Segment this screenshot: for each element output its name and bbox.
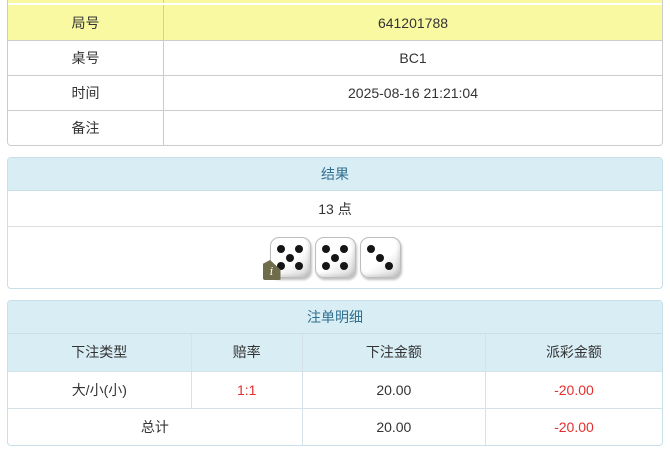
round-number-row: 局号 641201788 [8,5,662,40]
bet-details-table: 下注类型 赔率 下注金额 派彩金额 大/小(小) 1:1 20.00 -20.0… [8,334,662,445]
time-value: 2025-08-16 21:21:04 [348,85,478,101]
result-panel: 结果 13 点 i [7,157,663,289]
bet-amount-cell: 20.00 [301,370,486,409]
pip [277,262,286,271]
bet-details-header-row: 下注类型 赔率 下注金额 派彩金额 [8,334,662,372]
remark-value [164,111,662,145]
die-1: i [262,237,311,280]
total-bet-amount-cell: 20.00 [301,407,486,445]
time-label: 时间 [8,76,164,110]
payout-amount-cell: -20.00 [484,370,662,409]
pip [294,244,303,253]
pip [367,244,376,253]
pip [339,244,348,253]
result-points: 13 点 [8,191,662,227]
pip [331,253,339,262]
pip [277,244,286,253]
bet-type-cell: 大/小(小) [8,370,192,409]
round-number-value: 641201788 [164,5,662,40]
bet-details-title: 注单明细 [8,301,662,334]
remark-label: 备注 [8,111,164,145]
die-3 [359,237,401,278]
pip [339,262,348,271]
table-number-label: 桌号 [8,41,164,75]
remark-row: 备注 [8,110,662,145]
die-2 [314,237,356,278]
total-row: 总计 20.00 -20.00 [8,407,662,445]
cutoff-row [8,0,662,5]
col-payout-amount: 派彩金额 [484,334,662,372]
time-row: 时间 2025-08-16 21:21:04 [8,75,662,110]
table-number-value: BC1 [399,50,427,66]
cutoff-value-cell [164,0,662,3]
total-label-cell: 总计 [8,407,303,445]
col-odds: 赔率 [190,334,303,372]
round-info-table: 局号 641201788 桌号 BC1 时间 2025-08-16 21:21:… [7,0,663,146]
dice-row: i [8,227,662,288]
cutoff-label-cell [8,0,164,3]
pip [322,244,331,253]
bet-details-panel: 注单明细 下注类型 赔率 下注金额 派彩金额 大/小(小) 1:1 20.00 … [7,300,663,446]
bet-row: 大/小(小) 1:1 20.00 -20.00 [8,370,662,409]
pip [322,262,331,271]
col-bet-amount: 下注金额 [301,334,486,372]
pip [286,253,294,262]
round-number-label: 局号 [8,5,164,40]
result-panel-title: 结果 [8,158,662,191]
pip [294,262,303,271]
total-payout-amount-cell: -20.00 [484,407,662,445]
table-number-row: 桌号 BC1 [8,40,662,75]
odds-cell: 1:1 [190,370,303,409]
pip [376,253,384,262]
col-bet-type: 下注类型 [8,334,192,372]
pip [384,262,393,271]
